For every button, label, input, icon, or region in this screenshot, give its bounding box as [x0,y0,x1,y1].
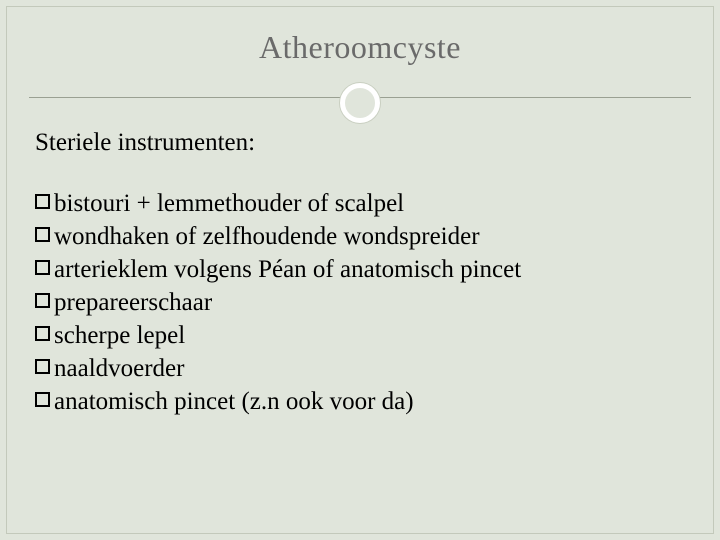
list-item-text: scherpe lepel [54,319,685,352]
list-item-text: arterieklem volgens Péan of anatomisch p… [54,253,685,286]
body-region: Steriele instrumenten: bistouri + lemmet… [35,129,685,513]
square-bullet-icon [35,194,50,209]
square-bullet-icon [35,326,50,341]
list-item-text: anatomisch pincet (z.n ook voor da) [54,385,685,418]
list-item: scherpe lepel [35,319,685,352]
slide: Atheroomcyste Steriele instrumenten: bis… [0,0,720,540]
title-divider-circle-icon [340,83,380,123]
square-bullet-icon [35,227,50,242]
bullet-list: bistouri + lemmethouder of scalpel wondh… [35,187,685,418]
title-region: Atheroomcyste [7,7,713,117]
slide-inner-panel: Atheroomcyste Steriele instrumenten: bis… [6,6,714,534]
list-item-text: bistouri + lemmethouder of scalpel [54,187,685,220]
list-item-text: naaldvoerder [54,352,685,385]
list-item: arterieklem volgens Péan of anatomisch p… [35,253,685,286]
slide-title: Atheroomcyste [7,7,713,66]
subheading: Steriele instrumenten: [35,129,685,157]
square-bullet-icon [35,359,50,374]
square-bullet-icon [35,392,50,407]
list-item-text: wondhaken of zelfhoudende wondspreider [54,220,685,253]
list-item: anatomisch pincet (z.n ook voor da) [35,385,685,418]
list-item: prepareerschaar [35,286,685,319]
square-bullet-icon [35,260,50,275]
list-item: naaldvoerder [35,352,685,385]
square-bullet-icon [35,293,50,308]
list-item: bistouri + lemmethouder of scalpel [35,187,685,220]
list-item-text: prepareerschaar [54,286,685,319]
list-item: wondhaken of zelfhoudende wondspreider [35,220,685,253]
